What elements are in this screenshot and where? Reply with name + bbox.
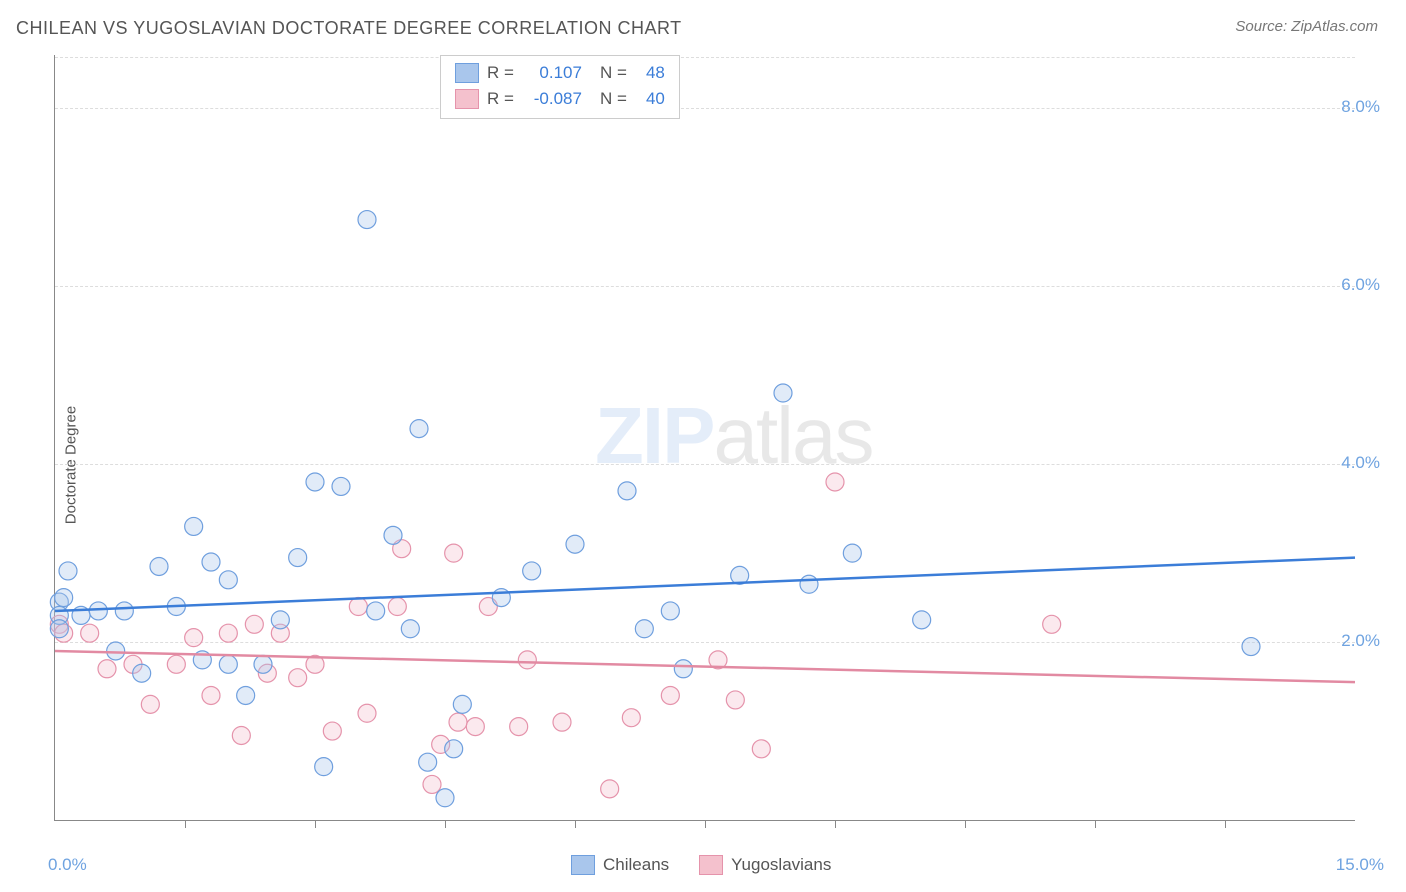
legend-row-yugoslavians: R = -0.087 N = 40 (455, 86, 665, 112)
swatch-icon (571, 855, 595, 875)
legend-item-chileans: Chileans (571, 855, 669, 875)
plot-area: ZIPatlas (54, 55, 1355, 821)
legend-row-chileans: R = 0.107 N = 48 (455, 60, 665, 86)
x-axis-max-label: 15.0% (1336, 855, 1384, 875)
swatch-icon (699, 855, 723, 875)
chart-container: Doctorate Degree ZIPatlas 0.0% 15.0% Chi… (16, 55, 1390, 875)
legend-bottom: Chileans Yugoslavians (571, 855, 831, 875)
legend-top: R = 0.107 N = 48 R = -0.087 N = 40 (440, 55, 680, 119)
swatch-icon (455, 63, 479, 83)
legend-item-yugoslavians: Yugoslavians (699, 855, 831, 875)
swatch-icon (455, 89, 479, 109)
source-credit: Source: ZipAtlas.com (1235, 18, 1378, 35)
x-axis-min-label: 0.0% (48, 855, 87, 875)
header: CHILEAN VS YUGOSLAVIAN DOCTORATE DEGREE … (0, 0, 1406, 39)
chart-title: CHILEAN VS YUGOSLAVIAN DOCTORATE DEGREE … (16, 18, 682, 39)
scatter-svg (55, 55, 1355, 820)
